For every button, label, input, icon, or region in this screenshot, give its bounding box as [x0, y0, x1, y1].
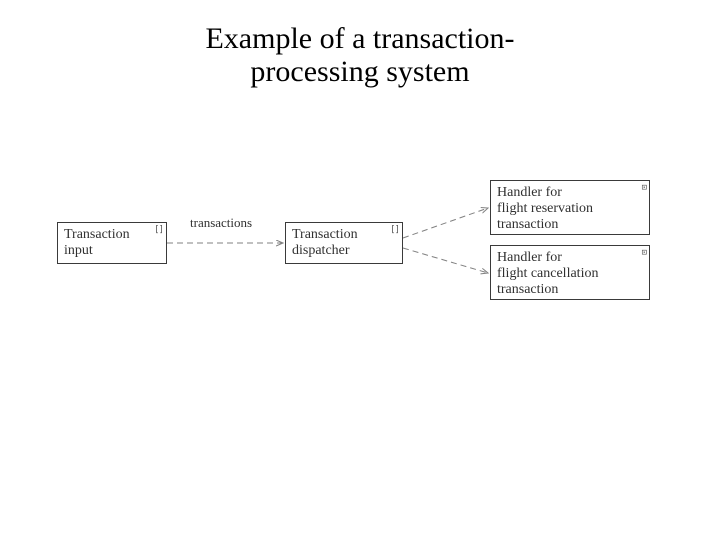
node-handler-reservation: ⊡ Handler for flight reservation transac…	[490, 180, 650, 235]
node-label-line: Transaction	[64, 227, 160, 243]
node-label-line: Transaction	[292, 227, 396, 243]
active-class-icon: ⊡	[642, 183, 646, 193]
edge-dispatcher-reserve	[403, 208, 488, 238]
node-label-line: transaction	[497, 282, 643, 298]
title-line-2: processing system	[0, 55, 720, 88]
active-class-icon: []	[390, 225, 399, 235]
node-label-line: Handler for	[497, 250, 643, 266]
title-line-1: Example of a transaction-	[0, 22, 720, 55]
node-transaction-dispatcher: [] Transaction dispatcher	[285, 222, 403, 264]
node-label-line: dispatcher	[292, 243, 396, 259]
node-label-line: input	[64, 243, 160, 259]
node-label-line: Handler for	[497, 185, 643, 201]
edge-label-transactions: transactions	[190, 215, 252, 231]
node-transaction-input: [] Transaction input	[57, 222, 167, 264]
page-title: Example of a transaction- processing sys…	[0, 22, 720, 88]
active-class-icon: ⊡	[642, 248, 646, 258]
node-label-line: transaction	[497, 217, 643, 233]
edge-dispatcher-cancel	[403, 248, 488, 273]
flowchart: [] Transaction input [] Transaction disp…	[0, 160, 720, 380]
node-handler-cancellation: ⊡ Handler for flight cancellation transa…	[490, 245, 650, 300]
node-label-line: flight reservation	[497, 201, 643, 217]
active-class-icon: []	[154, 225, 163, 235]
node-label-line: flight cancellation	[497, 266, 643, 282]
